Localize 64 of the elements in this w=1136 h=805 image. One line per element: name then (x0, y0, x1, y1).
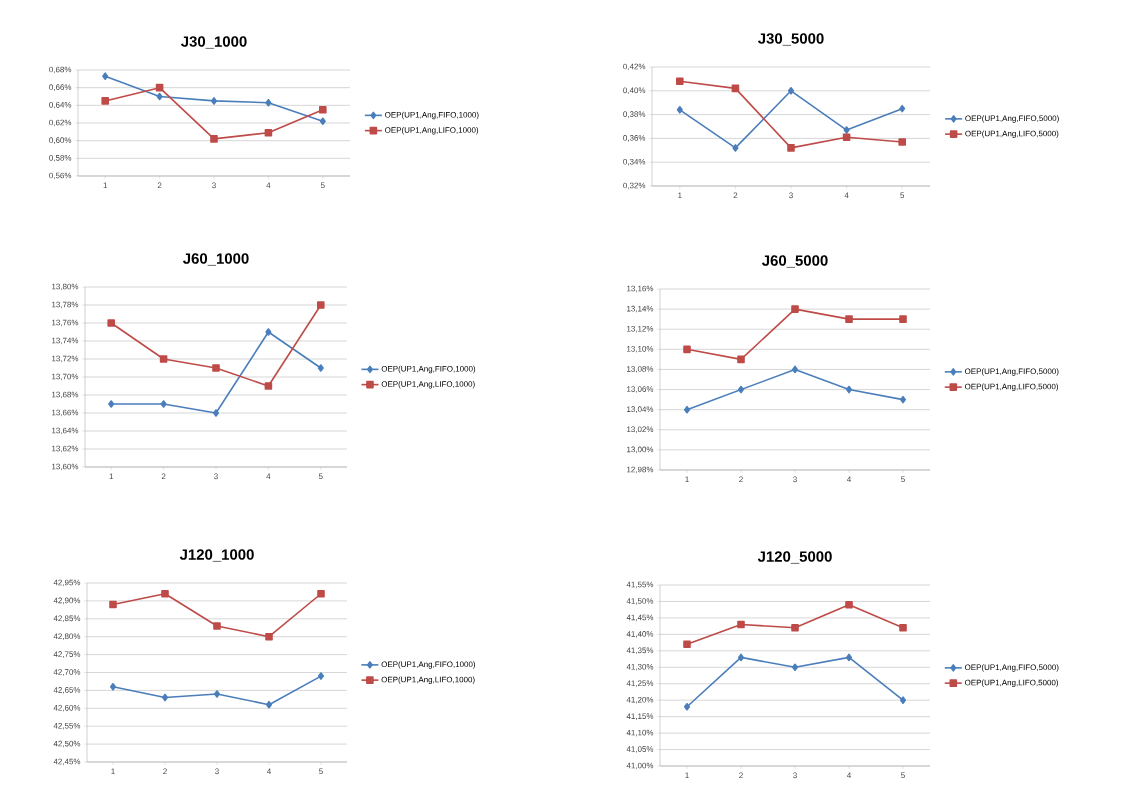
point (899, 696, 907, 704)
point (319, 117, 326, 126)
point (732, 144, 739, 152)
point (683, 640, 691, 649)
chart-title: J60_1000 (182, 253, 249, 266)
point (843, 126, 850, 134)
point (265, 98, 272, 107)
point (319, 105, 327, 114)
point (264, 128, 273, 137)
point (213, 690, 221, 698)
point (842, 133, 851, 141)
point (791, 663, 799, 672)
point (109, 600, 117, 609)
point (317, 301, 325, 309)
point (676, 77, 684, 86)
point (317, 672, 325, 680)
point (683, 405, 691, 414)
point (156, 92, 163, 101)
point (683, 702, 691, 711)
point (737, 355, 745, 364)
chart-title: J120_1000 (179, 549, 254, 562)
point (787, 86, 795, 95)
point (265, 632, 273, 641)
chart-title: J30_1000 (180, 36, 247, 49)
chart-title: J120_5000 (757, 551, 832, 564)
chart-title: J30_5000 (757, 33, 824, 46)
point (845, 385, 853, 394)
point (791, 305, 799, 313)
point (676, 106, 683, 114)
point (101, 97, 109, 105)
point (317, 364, 324, 372)
point (212, 364, 220, 372)
point (210, 135, 218, 143)
point (899, 315, 907, 323)
point (845, 315, 853, 323)
point (787, 144, 795, 152)
point (845, 653, 853, 662)
point (264, 382, 273, 390)
point (737, 653, 745, 662)
point (159, 355, 168, 363)
point (102, 72, 109, 80)
point (317, 589, 325, 598)
point (161, 589, 169, 598)
point (899, 623, 907, 632)
point (737, 620, 745, 629)
chart-title: J60_5000 (761, 255, 828, 268)
point (898, 138, 907, 146)
point (791, 623, 799, 632)
point (212, 409, 220, 417)
point (161, 693, 169, 702)
point (737, 385, 745, 394)
point (899, 104, 906, 113)
point (899, 395, 907, 404)
point (845, 600, 853, 609)
point (108, 400, 115, 408)
point (107, 319, 115, 327)
point (213, 622, 221, 630)
point (265, 700, 273, 709)
point (109, 683, 117, 691)
point (265, 328, 272, 336)
point (210, 97, 218, 105)
point (160, 400, 167, 408)
point (791, 365, 799, 374)
point (683, 345, 691, 354)
